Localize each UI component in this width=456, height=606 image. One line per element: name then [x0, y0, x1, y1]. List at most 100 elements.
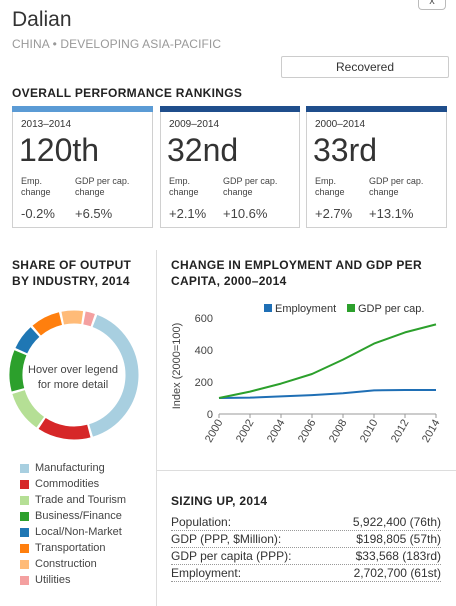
rank-bar — [160, 106, 300, 112]
sizing-row-gdp-per-capita: GDP per capita (PPP): $33,568 (183rd) — [171, 549, 441, 565]
legend-label: Local/Non-Market — [35, 526, 122, 538]
x-tick-label: 2008 — [327, 418, 350, 445]
legend-item-trade-tourism[interactable]: Trade and Tourism — [20, 492, 126, 508]
city-subtitle: CHINA • DEVELOPING ASIA-PACIFIC — [12, 37, 222, 51]
legend-label: Trade and Tourism — [35, 494, 127, 506]
x-tick-label: 2002 — [234, 418, 257, 445]
city-title: Dalian — [12, 8, 72, 31]
rank-card-2013-2014: 2013–2014 120th Emp. change GDP per cap.… — [12, 106, 153, 228]
donut-slice-manufacturing[interactable] — [88, 314, 139, 437]
legend-item-commodities[interactable]: Commodities — [20, 476, 126, 492]
donut-slice-commodities[interactable] — [38, 417, 91, 440]
legend-label: Utilities — [35, 574, 71, 586]
y-tick-label: 200 — [195, 377, 213, 389]
legend-label[interactable]: Employment — [275, 303, 336, 315]
donut-center-line2: for more detail — [37, 379, 109, 391]
change-title-line1: CHANGE IN EMPLOYMENT AND GDP PER — [171, 258, 422, 272]
share-title-line2: BY INDUSTRY, 2014 — [12, 274, 130, 288]
change-title: CHANGE IN EMPLOYMENT AND GDP PER CAPITA,… — [171, 257, 422, 289]
legend-item-transportation[interactable]: Transportation — [20, 540, 126, 556]
gdp-change-label: GDP per cap. change — [369, 176, 424, 197]
sizing-value: 5,922,400 (76th) — [352, 515, 441, 529]
legend-swatch — [20, 575, 29, 585]
legend-label: Business/Finance — [35, 510, 122, 522]
sizing-row-gdp: GDP (PPP, $Million): $198,805 (57th) — [171, 532, 441, 548]
legend-swatch — [20, 511, 29, 521]
x-tick-label: 2004 — [265, 418, 288, 445]
x-tick-label: 2006 — [296, 418, 319, 445]
y-tick-label: 0 — [207, 409, 213, 421]
rank-period: 2013–2014 — [21, 119, 72, 130]
sizing-label: Employment: — [171, 566, 242, 580]
donut-slice-transportation[interactable] — [32, 312, 63, 336]
rank-card-2009-2014: 2009–2014 32nd Emp. change GDP per cap. … — [160, 106, 300, 228]
x-tick-label: 2010 — [358, 418, 381, 445]
y-axis-label: Index (2000=100) — [171, 323, 183, 410]
legend-swatch — [20, 543, 29, 553]
legend-item-local-non-market[interactable]: Local/Non-Market — [20, 524, 126, 540]
legend-swatch — [20, 463, 29, 473]
sizing-label: GDP (PPP, $Million): — [171, 532, 282, 546]
gdp-change-label: GDP per cap. change — [223, 176, 278, 197]
rank-card-2000-2014: 2000–2014 33rd Emp. change GDP per cap. … — [306, 106, 447, 228]
emp-change-value: -0.2% — [21, 206, 55, 221]
donut-center-line1: Hover over legend — [28, 364, 118, 376]
legend-item-manufacturing[interactable]: Manufacturing — [20, 460, 126, 476]
legend-item-construction[interactable]: Construction — [20, 556, 126, 572]
legend-swatch — [20, 559, 29, 569]
legend-item-business-finance[interactable]: Business/Finance — [20, 508, 126, 524]
gdp-change-value: +10.6% — [223, 206, 268, 221]
series-line-gdp-per-cap- — [218, 323, 437, 399]
rank-bar — [12, 106, 153, 112]
legend-item-utilities[interactable]: Utilities — [20, 572, 126, 588]
legend-swatch — [20, 527, 29, 537]
sizing-label: Population: — [171, 515, 232, 529]
section-divider — [156, 470, 456, 471]
y-tick-label: 400 — [195, 345, 213, 357]
donut-slice-construction[interactable] — [61, 310, 84, 325]
donut-slice-trade-and-tourism[interactable] — [12, 389, 45, 428]
x-tick-label: 2012 — [389, 418, 412, 445]
emp-change-label: Emp. change — [169, 176, 199, 197]
sizing-title: SIZING UP, 2014 — [171, 494, 268, 508]
share-title: SHARE OF OUTPUT BY INDUSTRY, 2014 — [12, 257, 131, 289]
sizing-row-employment: Employment: 2,702,700 (61st) — [171, 566, 441, 582]
rank-value: 33rd — [313, 132, 378, 168]
series-line-employment — [218, 389, 436, 399]
rankings-title: OVERALL PERFORMANCE RANKINGS — [12, 86, 243, 100]
legend-label[interactable]: GDP per cap. — [358, 303, 424, 315]
x-tick-label: 2014 — [420, 418, 443, 445]
close-icon[interactable]: x — [418, 0, 446, 10]
y-tick-label: 600 — [195, 313, 213, 325]
rank-bar — [306, 106, 447, 112]
emp-change-value: +2.7% — [315, 206, 353, 221]
donut-slice-utilities[interactable] — [83, 311, 95, 327]
emp-change-label: Emp. change — [315, 176, 345, 197]
gdp-change-value: +6.5% — [75, 206, 113, 221]
donut-slice-local-non-market[interactable] — [15, 327, 40, 354]
status-badge: Recovered — [281, 56, 449, 78]
gdp-change-value: +13.1% — [369, 206, 414, 221]
legend-swatch — [20, 479, 29, 489]
sizing-value: $33,568 (183rd) — [355, 549, 441, 563]
donut-center-text: Hover over legend for more detail — [28, 363, 118, 393]
sizing-value: 2,702,700 (61st) — [353, 566, 441, 580]
legend-swatch — [20, 495, 29, 505]
legend-swatch — [264, 304, 272, 312]
gdp-change-label: GDP per cap. change — [75, 176, 130, 197]
legend-label: Manufacturing — [35, 462, 105, 474]
x-tick-label: 2000 — [203, 418, 226, 445]
emp-change-label: Emp. change — [21, 176, 51, 197]
legend-label: Construction — [35, 558, 97, 570]
industry-donut-chart — [9, 310, 139, 440]
rank-value: 32nd — [167, 132, 239, 168]
donut-slice-business-finance[interactable] — [9, 350, 27, 392]
sizing-value: $198,805 (57th) — [356, 532, 441, 546]
industry-legend: Manufacturing Commodities Trade and Tour… — [20, 460, 126, 588]
sizing-label: GDP per capita (PPP): — [171, 549, 292, 563]
legend-label: Transportation — [35, 542, 106, 554]
share-title-line1: SHARE OF OUTPUT — [12, 258, 132, 272]
emp-change-value: +2.1% — [169, 206, 207, 221]
change-title-line2: CAPITA, 2000–2014 — [171, 274, 287, 288]
employment-gdp-line-chart: 0 200 400 600 Index (2000=100) 2000 2002 2004 20… — [171, 303, 443, 445]
